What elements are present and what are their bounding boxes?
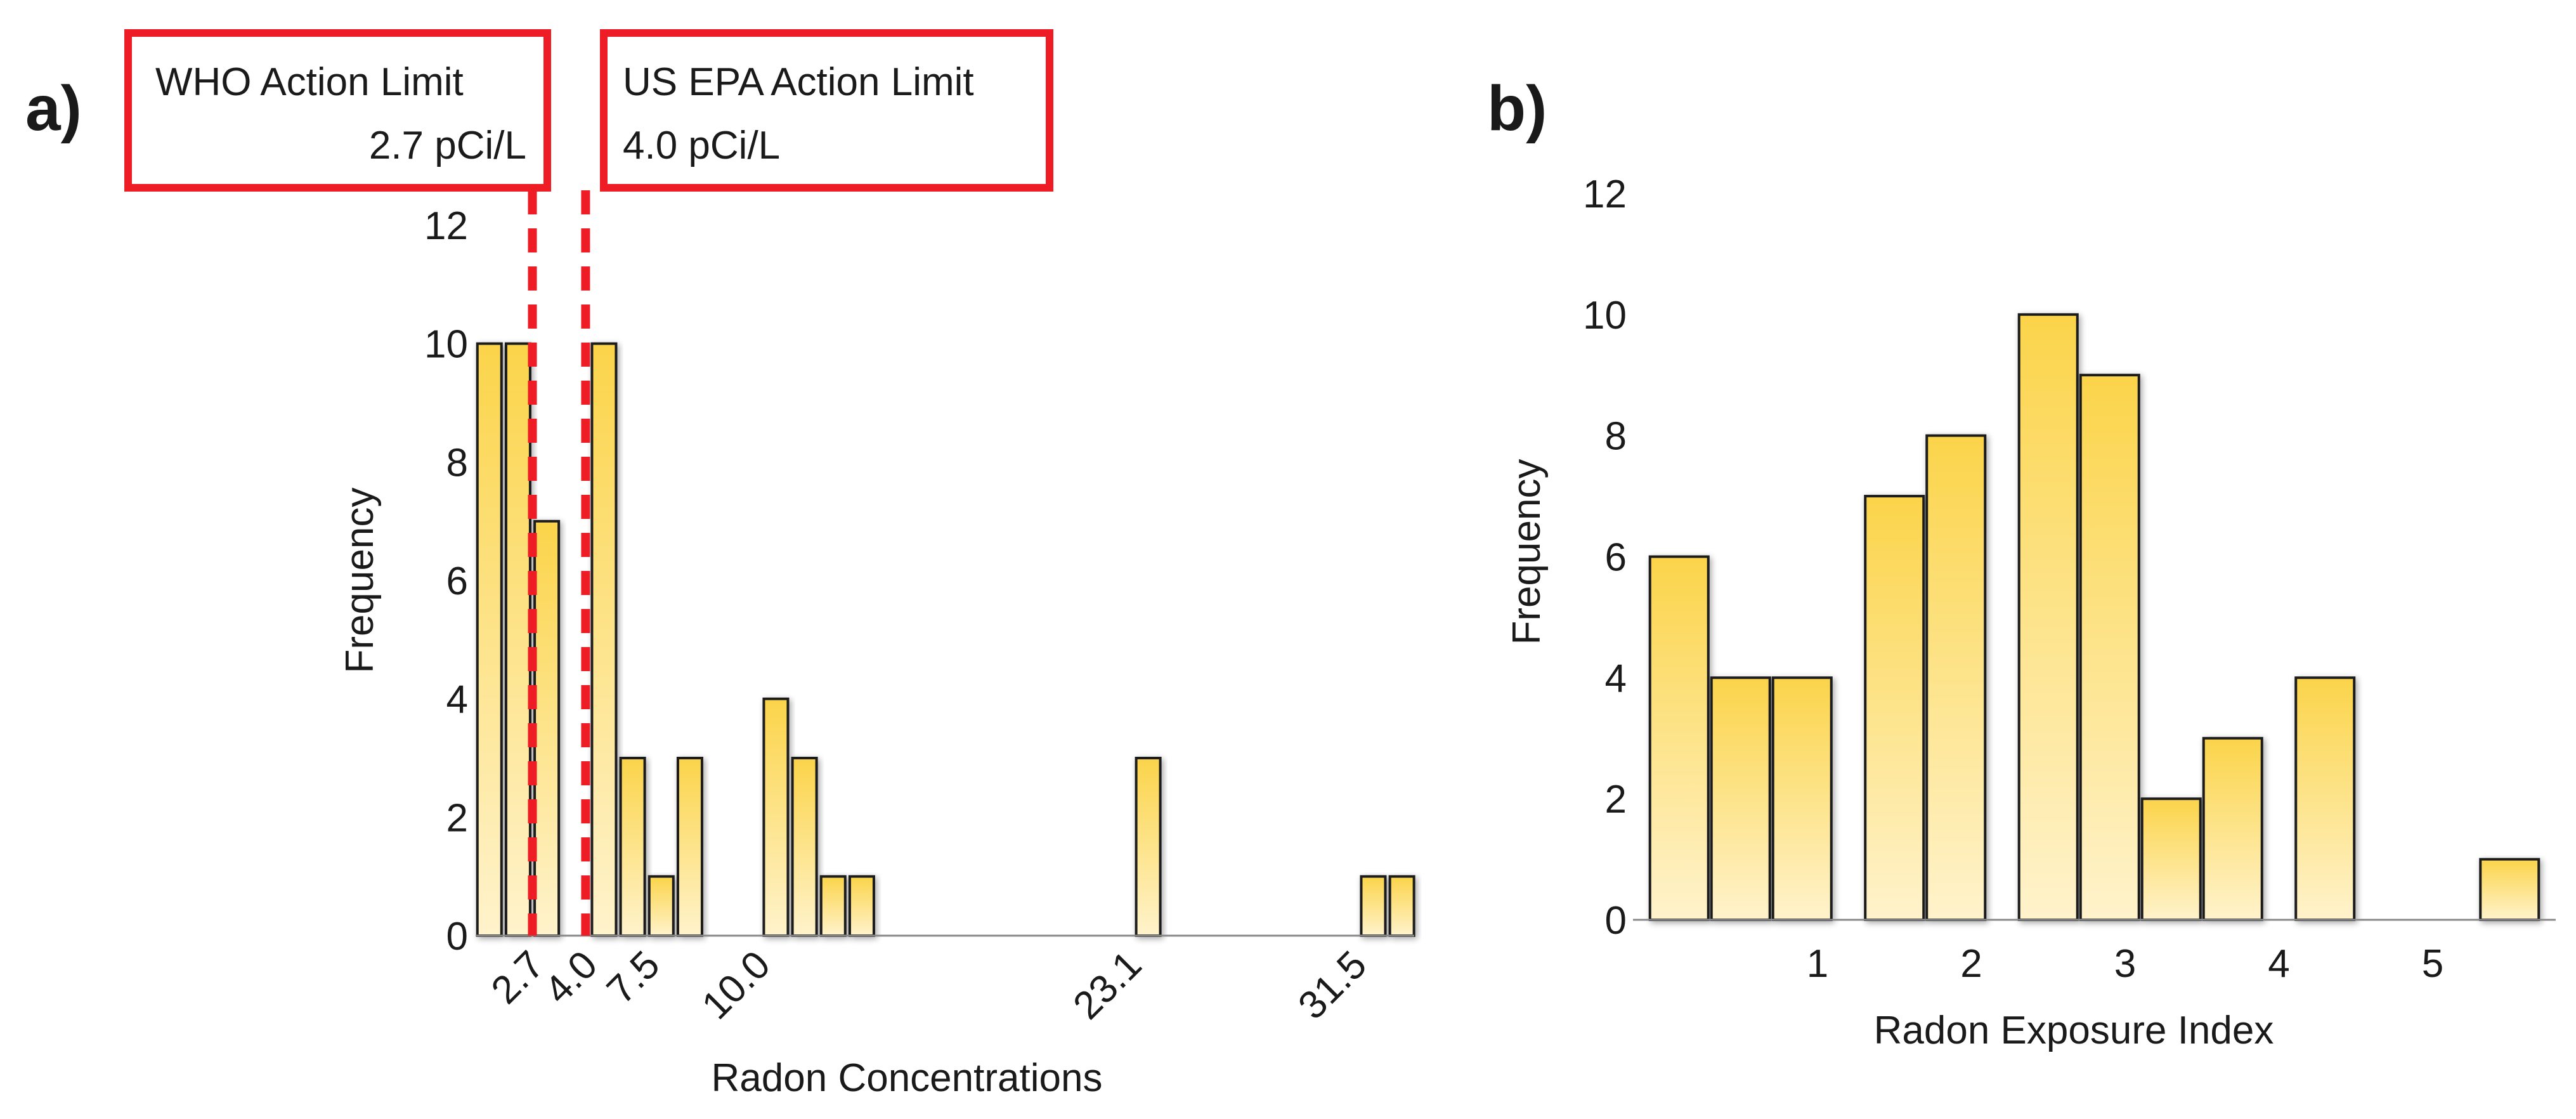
histogram-bar [476,342,503,937]
y-tick-label: 8 [446,441,468,485]
histogram-bar [2479,858,2540,922]
epa-action-limit-callout: US EPA Action Limit 4.0 pCi/L [600,29,1053,192]
y-tick-label: 12 [1583,173,1627,216]
panel-b-x-axis-ticks: 1 2 3 4 5 [1807,942,2443,986]
who-callout-box [124,29,551,192]
x-tick-label: 5 [2422,942,2443,986]
y-tick-label: 6 [446,560,468,603]
panel-b-label: b) [1487,73,1547,144]
y-tick-label: 2 [1605,778,1627,821]
who-callout-value: 2.7 pCi/L [369,124,526,167]
x-tick-label: 2 [1960,942,1982,986]
y-tick-label: 6 [1605,536,1627,580]
histogram-bar [1648,555,1710,921]
x-tick-label: 23.1 [1065,943,1150,1028]
epa-callout-title: US EPA Action Limit [623,60,974,104]
panel-a-label: a) [25,73,82,144]
histogram-bar [676,757,703,937]
epa-callout-box [600,29,1053,192]
y-tick-label: 8 [1605,415,1627,459]
panel-a-y-axis-label: Frequency [338,488,382,674]
histogram-bar [1925,434,1987,921]
y-tick-label: 4 [446,678,468,722]
histogram-bar [619,757,646,937]
histogram-bar [647,875,675,937]
who-action-limit-callout: WHO Action Limit 2.7 pCi/L [124,29,551,192]
panel-b-bars [1648,313,2540,922]
panel-a-x-axis-ticks: 2.74.07.5 10.0 23.1 31.5 [483,943,1376,1028]
y-tick-label: 2 [446,796,468,840]
histogram-bar [533,520,561,937]
panel-a-reference-lines [528,190,590,936]
histogram-bar [2017,313,2079,922]
histogram-bar [1388,875,1415,937]
histogram-bar [819,875,847,937]
histogram-bar [2140,797,2202,921]
panel-a-x-axis-label: Radon Concentrations [712,1056,1103,1100]
panel-a-y-axis-ticks: 0 2 4 6 8 10 12 [424,204,468,959]
x-tick-label: 1 [1807,942,1828,986]
x-tick-label: 31.5 [1290,943,1375,1028]
y-tick-label: 4 [1605,657,1627,700]
histogram-bar [1710,676,1771,922]
histogram-bar [2294,676,2356,922]
panel-b-x-axis-label: Radon Exposure Index [1874,1009,2274,1052]
x-tick-label: 4 [2268,942,2289,986]
histogram-bar [2202,736,2263,921]
y-tick-label: 12 [424,204,468,248]
x-tick-label: 3 [2114,942,2136,986]
histogram-bar [1360,875,1387,937]
x-tick-label: 10.0 [694,943,779,1028]
panel-a-bars [476,342,1415,937]
histogram-bar [504,342,531,937]
histogram-bar [1135,757,1162,937]
epa-callout-value: 4.0 pCi/L [623,124,780,167]
y-tick-label: 10 [1583,294,1627,337]
histogram-bar [1771,676,1833,922]
x-tick-label: 4.0 [537,943,606,1012]
who-callout-title: WHO Action Limit [155,60,464,104]
panel-b-y-axis-ticks: 0 2 4 6 8 10 12 [1583,173,1627,943]
y-tick-label: 0 [446,915,468,959]
histogram-bar [762,697,790,937]
histogram-bar [848,875,875,937]
panel-b-y-axis-label: Frequency [1505,459,1549,645]
histogram-bar [2079,374,2140,921]
histogram-bar [1864,495,1925,921]
y-tick-label: 0 [1605,899,1627,943]
y-tick-label: 10 [424,323,468,367]
histogram-bar [791,757,818,937]
histogram-bar [590,342,618,937]
x-tick-label: 7.5 [599,943,668,1012]
